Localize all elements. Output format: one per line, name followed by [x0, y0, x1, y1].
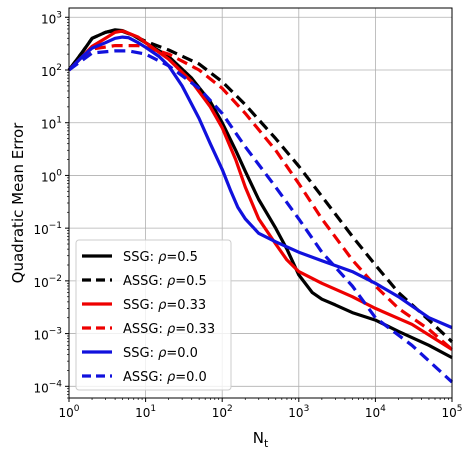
legend-label-prefix: ASSG: [123, 322, 167, 337]
legend-label-value: =0.0 [175, 370, 207, 385]
tick-label-base: 10 [365, 406, 380, 420]
y-tick-label: 101 [41, 116, 62, 132]
y-tick-label: 10−1 [33, 221, 62, 237]
x-axis-label: Nt [253, 429, 269, 450]
legend-label: ASSG: ρ=0.5 [123, 274, 207, 289]
legend-label-rho: ρ [158, 346, 167, 361]
x-tick-label: 100 [58, 404, 79, 420]
legend-label: ASSG: ρ=0.0 [123, 370, 207, 385]
x-tick-label: 103 [288, 404, 309, 420]
legend-label-prefix: SSG: [123, 298, 158, 313]
tick-label-base: 10 [33, 329, 48, 343]
y-tick-label: 102 [41, 63, 62, 79]
tick-label-base: 10 [41, 118, 56, 132]
tick-label-base: 10 [33, 276, 48, 290]
series-line-3 [67, 29, 453, 351]
tick-label-exponent: 1 [56, 116, 62, 126]
legend-label: SSG: ρ=0.0 [123, 346, 198, 361]
tick-label-exponent: 0 [56, 168, 62, 178]
tick-label-exponent: 3 [56, 10, 62, 20]
series-line-6 [68, 49, 454, 384]
series-line-2 [67, 29, 454, 343]
tick-label-exponent: 5 [457, 404, 463, 414]
y-tick-label: 10−4 [33, 379, 62, 395]
tick-label-base: 10 [288, 406, 303, 420]
x-tick-label: 105 [441, 404, 462, 420]
tick-label-exponent: 4 [380, 404, 386, 414]
legend-label-prefix: SSG: [123, 346, 158, 361]
tick-label-base: 10 [33, 223, 48, 237]
legend-label-rho: ρ [158, 250, 167, 265]
series-line-4 [67, 44, 454, 351]
tick-label-base: 10 [41, 65, 56, 79]
tick-label-exponent: 1 [150, 404, 156, 414]
legend-label-value: =0.33 [166, 298, 206, 313]
tick-label-base: 10 [41, 12, 56, 26]
tick-label-base: 10 [135, 406, 150, 420]
legend-label-prefix: SSG: [123, 250, 158, 265]
legend-label-prefix: ASSG: [123, 274, 167, 289]
series-line-1 [67, 28, 453, 360]
y-tick-label: 10−2 [33, 274, 62, 290]
tick-label-exponent: −2 [49, 274, 62, 284]
legend-box [75, 239, 232, 391]
y-tick-label: 103 [41, 10, 62, 26]
legend-label-rho: ρ [167, 322, 176, 337]
legend-label-value: =0.0 [166, 346, 198, 361]
legend-label: ASSG: ρ=0.33 [123, 322, 215, 337]
x-axis-label-subscript: t [264, 437, 269, 450]
tick-label-exponent: 2 [56, 63, 62, 73]
legend-label-value: =0.5 [175, 274, 207, 289]
tick-label-base: 10 [212, 406, 227, 420]
legend-label-value: =0.33 [175, 322, 215, 337]
axis-labels: Nt Quadratic Mean Error [9, 122, 269, 450]
legend-label-prefix: ASSG: [123, 370, 167, 385]
legend-label-rho: ρ [158, 298, 167, 313]
tick-label-base: 10 [441, 406, 456, 420]
legend-label-rho: ρ [167, 274, 176, 289]
x-axis-label-main: N [253, 429, 264, 447]
tick-label-exponent: −1 [49, 221, 62, 231]
legend-label-rho: ρ [167, 370, 176, 385]
legend-label: SSG: ρ=0.5 [123, 250, 198, 265]
series-lines [67, 28, 454, 384]
x-tick-label: 104 [365, 404, 386, 420]
x-tick-label: 102 [212, 404, 233, 420]
x-tick-label: 101 [135, 404, 156, 420]
y-axis-label: Quadratic Mean Error [9, 122, 27, 283]
tick-label-exponent: 3 [304, 404, 310, 414]
tick-label-exponent: −4 [49, 379, 63, 389]
series-line-5 [67, 35, 453, 330]
legend-label-value: =0.5 [166, 250, 198, 265]
tick-label-base: 10 [41, 170, 56, 184]
tick-label-base: 10 [58, 406, 73, 420]
tick-label-exponent: 0 [74, 404, 80, 414]
y-tick-label: 10−3 [33, 327, 62, 343]
tick-label-exponent: 2 [227, 404, 233, 414]
axis-ticks: 100 101 102 103 104 10510−410−310−210−1100101… [33, 10, 462, 420]
tick-label-exponent: −3 [49, 327, 62, 337]
y-tick-label: 100 [41, 168, 62, 184]
tick-label-base: 10 [33, 381, 48, 395]
legend-label: SSG: ρ=0.33 [123, 298, 206, 313]
